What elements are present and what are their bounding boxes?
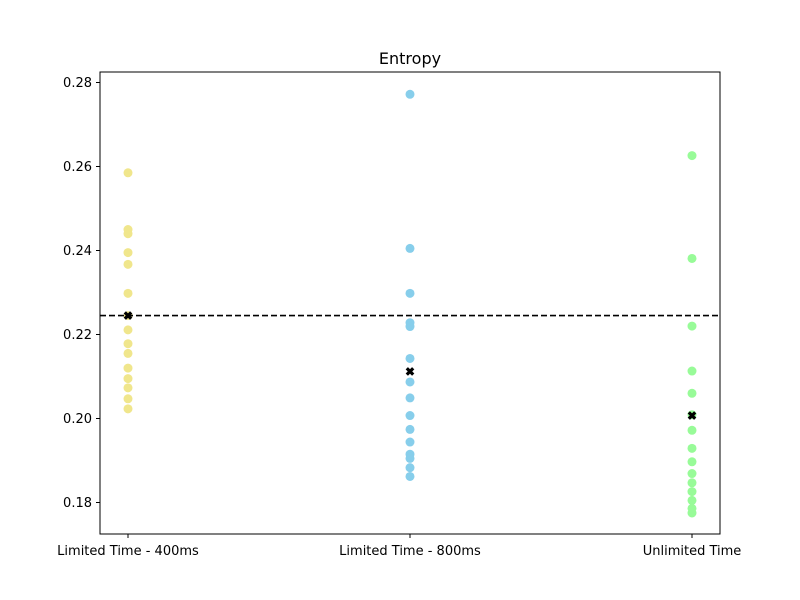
mean-marker [687,411,697,420]
data-point [123,325,133,335]
data-point [123,168,133,178]
data-point [405,243,415,253]
data-point [687,478,697,488]
data-point [123,404,133,414]
data-point [405,471,415,481]
data-point [687,487,697,497]
data-point [123,394,133,404]
data-point [687,425,697,435]
data-point [405,322,415,332]
data-point [687,495,697,505]
data-point [123,363,133,373]
data-point [687,469,697,479]
data-point [405,463,415,473]
y-tick-label: 0.18 [63,496,92,511]
data-point [687,508,697,518]
mean-markers-layer [123,311,697,420]
x-tick-label: Unlimited Time [643,544,742,559]
data-point [405,453,415,463]
data-point [687,457,697,467]
data-point [405,353,415,363]
data-point [687,253,697,263]
mean-marker [123,311,133,320]
data-point [405,288,415,298]
data-point [123,374,133,384]
data-point [123,348,133,358]
data-point [687,366,697,376]
y-tick-label: 0.28 [63,76,92,91]
data-point [405,377,415,387]
points-layer [123,89,697,518]
data-point [687,388,697,398]
mean-marker [405,367,415,376]
data-point [123,339,133,349]
y-tick-label: 0.22 [63,328,92,343]
data-point [123,288,133,298]
x-tick-label: Limited Time - 800ms [339,544,481,559]
data-point [405,89,415,99]
y-axis: 0.18 0.20 0.22 0.24 0.26 0.28 [63,76,100,511]
data-point [123,248,133,258]
data-point [123,383,133,393]
data-point [687,443,697,453]
y-tick-label: 0.20 [63,412,92,427]
y-tick-label: 0.24 [63,244,92,259]
data-point [123,229,133,239]
data-point [123,259,133,269]
data-point [687,151,697,161]
data-point [405,393,415,403]
x-axis: Limited Time - 400ms Limited Time - 800ms… [57,534,741,559]
y-tick-label: 0.26 [63,160,92,175]
data-point [405,424,415,434]
x-tick-label: Limited Time - 400ms [57,544,199,559]
data-point [405,437,415,447]
data-point [687,321,697,331]
data-point [405,411,415,421]
chart-title: Entropy [379,49,441,68]
